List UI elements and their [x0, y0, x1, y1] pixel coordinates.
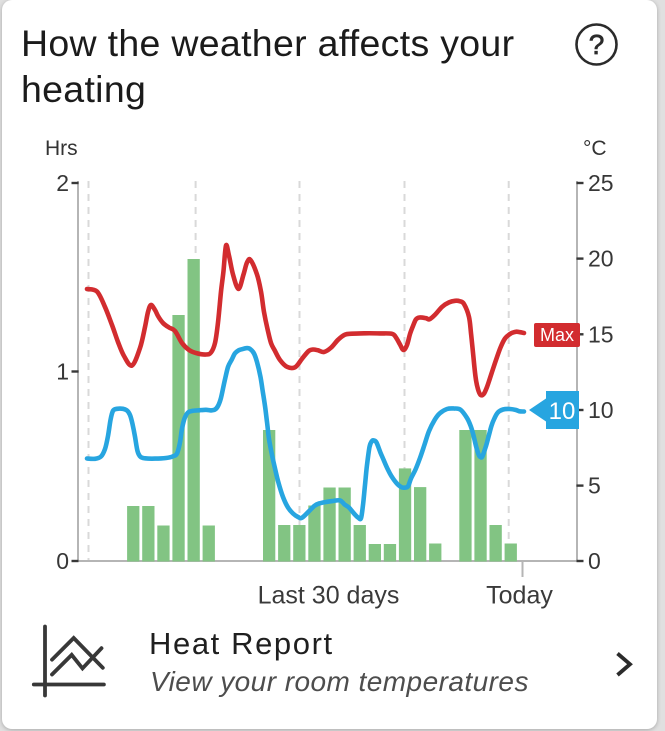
svg-text:15: 15 [588, 321, 614, 347]
svg-text:?: ? [589, 29, 605, 60]
svg-text:Last 30 days: Last 30 days [258, 582, 400, 610]
svg-text:10: 10 [588, 397, 614, 423]
svg-text:Max: Max [540, 325, 574, 345]
svg-text:0: 0 [588, 548, 601, 574]
svg-text:5: 5 [588, 473, 601, 499]
svg-text:°C: °C [583, 137, 607, 160]
svg-text:2: 2 [56, 170, 69, 196]
svg-text:25: 25 [588, 170, 614, 196]
svg-text:20: 20 [588, 246, 614, 272]
svg-text:Today: Today [486, 582, 553, 610]
svg-text:1: 1 [56, 359, 69, 385]
svg-text:0: 0 [56, 548, 69, 574]
svg-text:10: 10 [549, 398, 576, 425]
svg-text:Hrs: Hrs [45, 137, 78, 160]
